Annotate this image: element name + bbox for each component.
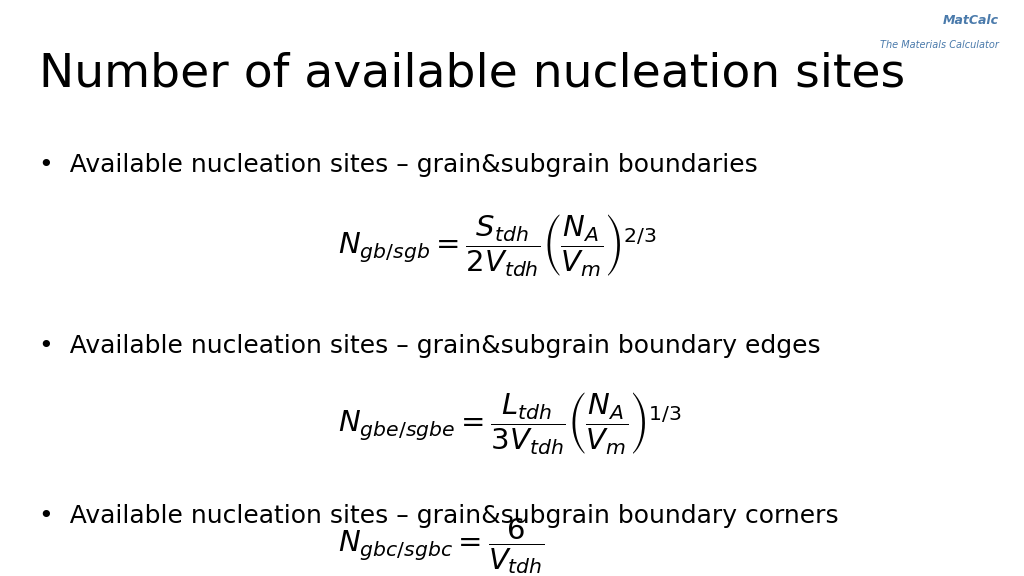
Text: •  Available nucleation sites – grain&subgrain boundaries: • Available nucleation sites – grain&sub…	[39, 153, 758, 177]
Text: $N_{gbe/sgbe} = \dfrac{L_{tdh}}{3V_{tdh}} \left(\dfrac{N_A}{V_m}\right)^{1/3}$: $N_{gbe/sgbe} = \dfrac{L_{tdh}}{3V_{tdh}…	[338, 391, 682, 456]
Text: •  Available nucleation sites – grain&subgrain boundary edges: • Available nucleation sites – grain&sub…	[39, 334, 820, 358]
Text: $N_{gbc/sgbc} = \dfrac{6}{V_{tdh}}$: $N_{gbc/sgbc} = \dfrac{6}{V_{tdh}}$	[338, 516, 545, 576]
Text: $N_{gb/sgb} = \dfrac{S_{tdh}}{2V_{tdh}} \left(\dfrac{N_A}{V_m}\right)^{2/3}$: $N_{gb/sgb} = \dfrac{S_{tdh}}{2V_{tdh}} …	[338, 212, 656, 278]
Text: The Materials Calculator: The Materials Calculator	[880, 40, 998, 50]
Text: •  Available nucleation sites – grain&subgrain boundary corners: • Available nucleation sites – grain&sub…	[39, 504, 839, 528]
Text: MatCalc: MatCalc	[942, 14, 998, 28]
Text: Number of available nucleation sites: Number of available nucleation sites	[39, 52, 905, 97]
